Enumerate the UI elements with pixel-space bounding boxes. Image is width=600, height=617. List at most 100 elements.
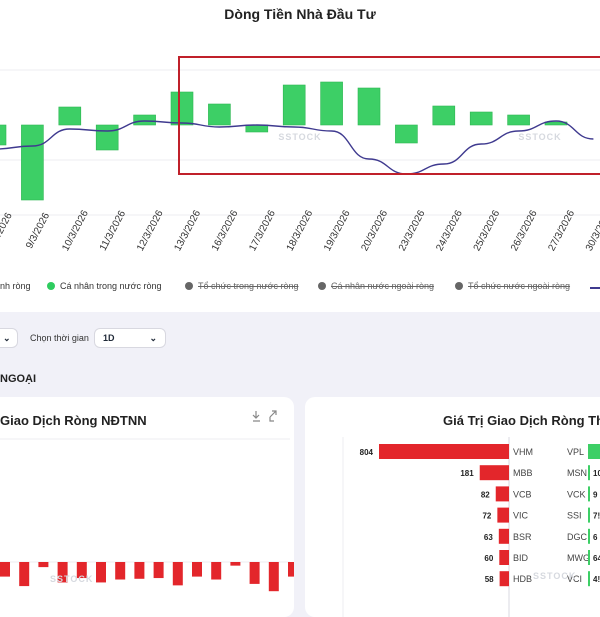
bar-value-label: 63 [484, 533, 493, 542]
legend-item[interactable]: nh ròng [0, 281, 31, 291]
watermark: SSTOCK [533, 571, 576, 581]
watermark: SSTOCK [50, 574, 93, 584]
bar-value-label: 60 [484, 554, 493, 563]
ticker-label: BID [513, 553, 529, 563]
ticker-label: VHM [513, 447, 533, 457]
legend-item[interactable]: Cá nhân nước ngoài ròng [318, 281, 434, 291]
legend-label: Tổ chức trong nước ròng [198, 281, 299, 291]
bar [282, 84, 306, 126]
chevron-down-icon: ⌄ [3, 332, 11, 343]
bar [395, 124, 418, 144]
legend-item[interactable]: Cá nhân trong nước ròng [47, 281, 162, 291]
bar [19, 562, 30, 587]
bar-value-label: 7! [593, 512, 600, 521]
bar [357, 87, 381, 126]
bar [497, 507, 509, 523]
bar [588, 528, 590, 544]
expand-icon[interactable] [269, 410, 277, 422]
card-actions [252, 410, 277, 422]
bar [115, 562, 126, 580]
bar [507, 114, 530, 126]
legend-label: Cá nhân nước ngoài ròng [331, 281, 434, 291]
legend-label: Cá nhân trong nước ròng [60, 281, 162, 291]
bar [432, 105, 456, 126]
x-tick-label: 9/3/2026 [24, 211, 52, 251]
bar [133, 114, 156, 126]
legend-label: nh ròng [0, 281, 31, 291]
legend-item[interactable]: Tổ chức trong nước ròng [185, 281, 299, 291]
bar [38, 562, 49, 568]
bar [249, 562, 260, 584]
bar [588, 507, 590, 523]
foreign-value-card: Giá Trị Giao Dịch Ròng Th 804 VHM 181 MBB 82… [305, 397, 600, 617]
bar [134, 562, 145, 579]
bar [170, 91, 194, 126]
legend-line-swatch [590, 287, 600, 289]
series-line [0, 120, 594, 175]
bar-value-label: 82 [481, 490, 490, 499]
bar [58, 106, 82, 126]
download-icon[interactable] [252, 411, 260, 422]
bar-value-label: 58 [485, 575, 494, 584]
bar-value-label: 72 [482, 512, 491, 521]
ticker-label: DGC [567, 532, 588, 542]
ticker-label: SSI [567, 511, 582, 521]
ticker-label: VCB [513, 489, 532, 499]
highlight-box [178, 56, 600, 175]
bar [268, 562, 279, 592]
bar [211, 562, 222, 580]
bar [172, 562, 183, 586]
bar [469, 111, 493, 126]
x-tick-label: 6/3/2026 [0, 211, 15, 251]
ticker-label: VIC [513, 511, 529, 521]
bar-value-label: 64 [593, 554, 600, 563]
chart-title: Dòng Tiền Nhà Đầu Tư [224, 6, 376, 22]
legend-dot-icon [185, 282, 193, 290]
bar [495, 486, 509, 502]
bar [379, 444, 509, 459]
legend-dot-icon [318, 282, 326, 290]
legend-item[interactable]: Tổ chức nước ngoài ròng [455, 281, 570, 291]
bar [588, 465, 590, 481]
bar [0, 124, 7, 146]
bar [288, 562, 294, 577]
watermark: SSTOCK [278, 132, 321, 142]
bar [588, 571, 590, 587]
ticker-label: VPL [567, 447, 584, 457]
section-heading: NGOẠI [0, 373, 37, 385]
time-select[interactable]: 1D ⌄ [94, 328, 166, 348]
bar [588, 444, 600, 459]
bar [588, 550, 590, 565]
bar [230, 562, 241, 566]
bar [498, 528, 509, 544]
ticker-label: BSR [513, 532, 532, 542]
bar [96, 562, 106, 583]
ticker-label: VCK [567, 489, 586, 499]
bar [320, 81, 343, 126]
bar [208, 103, 231, 126]
bar [499, 550, 509, 565]
bar [76, 562, 87, 579]
legend-label: Tổ chức nước ngoài ròng [468, 281, 571, 291]
bar-value-label: 181 [460, 469, 474, 478]
bar-value-label: 10 [593, 469, 600, 478]
filter-dropdown-left[interactable]: ⌄ [0, 328, 18, 348]
bar-value-label: 9 [593, 490, 598, 499]
ticker-label: HDB [513, 574, 532, 584]
bar [499, 571, 509, 587]
bar [0, 562, 10, 577]
bar [21, 124, 44, 201]
legend-dot-icon [455, 282, 463, 290]
watermark: SSTOCK [518, 132, 561, 142]
ticker-label: MSN [567, 468, 587, 478]
foreign-value-chart: 804 VHM 181 MBB 82 VCB 72 VIC 63 BSR 60 BID 58 HDB VPL… [342, 437, 600, 617]
bar [192, 562, 202, 577]
foreign-net-title: Giao Dịch Ròng NĐTNN [0, 413, 147, 428]
bar-value-label: 6 [593, 533, 598, 542]
bar [479, 465, 509, 481]
chevron-down-icon: ⌄ [149, 332, 157, 343]
time-select-value: 1D [103, 333, 115, 343]
bar [57, 562, 68, 583]
time-filter-label: Chọn thời gian [30, 333, 89, 343]
